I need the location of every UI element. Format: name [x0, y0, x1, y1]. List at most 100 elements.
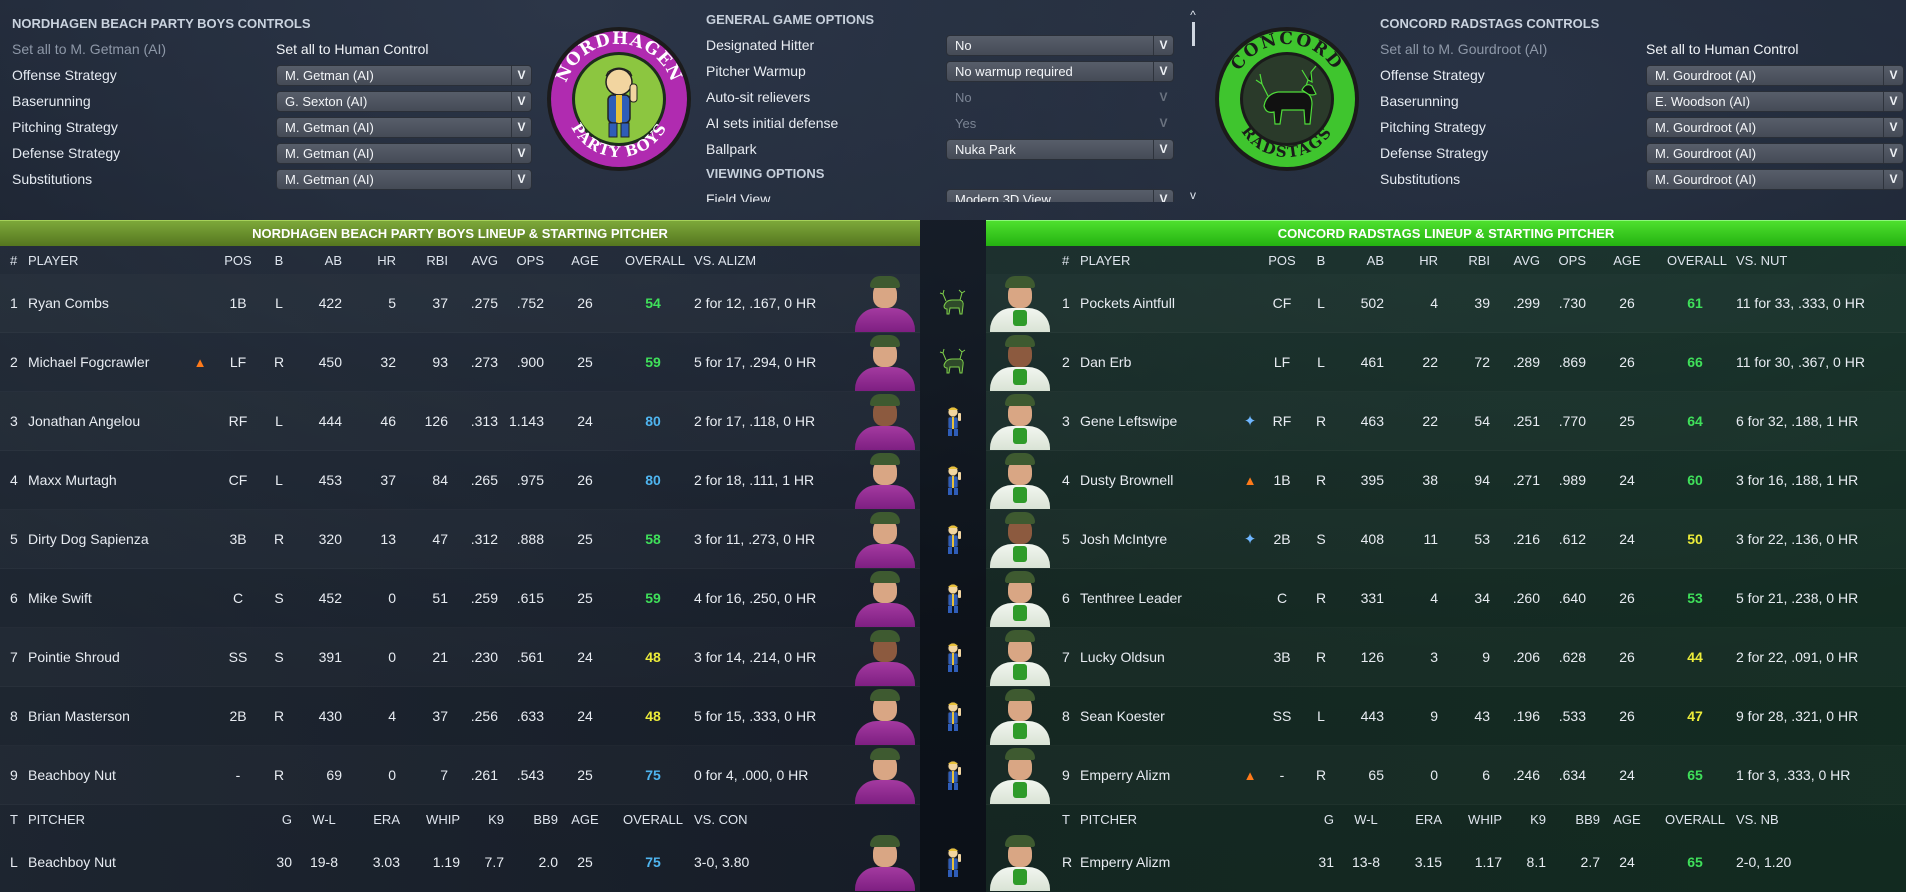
home-control-dropdown[interactable]: M. Getman (AI) V: [276, 116, 532, 138]
chevron-down-icon: V: [1153, 139, 1173, 159]
home-player-name[interactable]: Dirty Dog Sapienza: [28, 531, 149, 547]
away-player-b: L: [1317, 295, 1325, 311]
away-player-name[interactable]: Tenthree Leader: [1080, 590, 1182, 606]
away-pitcher-row[interactable]: R Emperry Alizm 31 13-8 3.15 1.17 8.1 2.7 24 65 2-…: [986, 833, 1906, 891]
away-player-row[interactable]: 8 Sean Koester SS L 443 9 43 .196 .533 26 47 9 for …: [986, 687, 1906, 746]
home-player-row[interactable]: 4 Maxx Murtagh CF L 453 37 84 .265 .975 26 80 2 for…: [0, 451, 920, 510]
home-control-label: Substitutions: [12, 171, 93, 187]
away-player-avg: .216: [1512, 531, 1540, 547]
home-player-name[interactable]: Pointie Shroud: [28, 649, 120, 665]
home-pitcher-name[interactable]: Beachboy Nut: [28, 854, 116, 870]
away-player-vs: 2 for 22, .091, 0 HR: [1736, 649, 1859, 665]
away-player-avg: .246: [1512, 767, 1540, 783]
field-view-dropdown[interactable]: Modern 3D View V: [946, 188, 1174, 202]
away-player-vs: 9 for 28, .321, 0 HR: [1736, 708, 1859, 724]
home-player-num: 2: [10, 354, 18, 370]
away-control-row: Defense Strategy M. Gourdroot (AI) V: [1380, 140, 1906, 166]
home-player-name[interactable]: Mike Swift: [28, 590, 92, 606]
chevron-down-icon: V: [1153, 189, 1173, 202]
away-player-row[interactable]: 7 Lucky Oldsun 3B R 126 3 9 .206 .628 26 44 2 for 2…: [986, 628, 1906, 687]
away-player-name[interactable]: Josh McIntyre: [1080, 531, 1168, 547]
away-player-name[interactable]: Sean Koester: [1080, 708, 1165, 724]
scroll-thumb[interactable]: [1191, 22, 1195, 46]
home-player-row[interactable]: 9 Beachboy Nut - R 69 0 7 .261 .543 25 75 0 for 4, …: [0, 746, 920, 805]
home-player-name[interactable]: Michael Fogcrawler: [28, 354, 150, 370]
away-player-row[interactable]: 9 Emperry Alizm - R 65 0 6 .246 .634 24 65 1 for 3,…: [986, 746, 1906, 805]
general-option-dropdown[interactable]: No V: [946, 34, 1174, 56]
home-player-ab: 452: [318, 590, 342, 606]
home-player-row[interactable]: 1 Ryan Combs 1B L 422 5 37 .275 .752 26 54 2 for 12…: [0, 274, 920, 333]
home-player-pos: 1B: [229, 295, 247, 311]
away-control-dropdown[interactable]: E. Woodson (AI) V: [1646, 90, 1904, 112]
away-player-hr: 38: [1422, 472, 1438, 488]
home-player-name[interactable]: Ryan Combs: [28, 295, 109, 311]
away-player-row[interactable]: 5 Josh McIntyre 2B S 408 11 53 .216 .612 24 50 3 fo…: [986, 510, 1906, 569]
away-player-row[interactable]: 2 Dan Erb LF L 461 22 72 .289 .869 26 66 11 for 30,…: [986, 333, 1906, 392]
home-player-row[interactable]: 8 Brian Masterson 2B R 430 4 37 .256 .633 24 48 5 f…: [0, 687, 920, 746]
home-player-ovr: 48: [645, 649, 661, 665]
home-player-row[interactable]: 5 Dirty Dog Sapienza 3B R 320 13 47 .312 .888 25 5…: [0, 510, 920, 569]
home-player-age: 24: [577, 708, 593, 724]
away-player-row[interactable]: 4 Dusty Brownell 1B R 395 38 94 .271 .989 24 60 3 f…: [986, 451, 1906, 510]
general-option-row: AI sets initial defense Yes V: [706, 110, 1210, 136]
away-set-all-human-button[interactable]: Set all to Human Control: [1646, 41, 1799, 57]
home-player-pos: LF: [229, 354, 247, 370]
home-player-ops: .561: [516, 649, 544, 665]
away-player-row[interactable]: 1 Pockets Aintfull CF L 502 4 39 .299 .730 26 61 11…: [986, 274, 1906, 333]
home-player-num: 5: [10, 531, 18, 547]
scroll-up-icon[interactable]: ^: [1190, 8, 1196, 22]
home-lineup-title: NORDHAGEN BEACH PARTY BOYS LINEUP & STAR…: [0, 220, 920, 246]
away-header-ops: OPS: [1558, 252, 1586, 268]
home-set-all-human-button[interactable]: Set all to Human Control: [276, 41, 429, 57]
player-portrait: [990, 453, 1050, 509]
scroll-down-icon[interactable]: v: [1190, 188, 1196, 202]
away-player-name[interactable]: Dan Erb: [1080, 354, 1132, 370]
away-player-ab: 443: [1360, 708, 1384, 724]
away-player-name[interactable]: Emperry Alizm: [1080, 767, 1171, 783]
home-player-name[interactable]: Beachboy Nut: [28, 767, 116, 783]
away-player-b: R: [1315, 590, 1327, 606]
home-player-row[interactable]: 2 Michael Fogcrawler LF R 450 32 93 .273 .900 25 5…: [0, 333, 920, 392]
away-player-ab: 65: [1368, 767, 1384, 783]
away-player-ab: 331: [1360, 590, 1384, 606]
home-player-row[interactable]: 6 Mike Swift C S 452 0 51 .259 .615 25 59 4 for 16,…: [0, 569, 920, 628]
away-player-row[interactable]: 6 Tenthree Leader C R 331 4 34 .260 .640 26 53 5 fo…: [986, 569, 1906, 628]
home-header-ab: AB: [324, 252, 342, 268]
away-control-dropdown[interactable]: M. Gourdroot (AI) V: [1646, 116, 1904, 138]
away-pitcher-k9: 8.1: [1526, 854, 1546, 870]
away-control-dropdown[interactable]: M. Gourdroot (AI) V: [1646, 142, 1904, 164]
away-player-name[interactable]: Dusty Brownell: [1080, 472, 1174, 488]
home-pitcher-row[interactable]: L Beachboy Nut 30 19-8 3.03 1.19 7.7 2.0 25 75 3-0…: [0, 833, 920, 891]
away-player-name[interactable]: Pockets Aintfull: [1080, 295, 1175, 311]
home-control-dropdown[interactable]: M. Getman (AI) V: [276, 168, 532, 190]
away-player-row[interactable]: 3 Gene Leftswipe RF R 463 22 54 .251 .770 25 64 6 f…: [986, 392, 1906, 451]
general-options-scrollbar[interactable]: ^ v: [1186, 8, 1200, 202]
home-control-dropdown[interactable]: G. Sexton (AI) V: [276, 90, 532, 112]
away-player-name[interactable]: Gene Leftswipe: [1080, 413, 1178, 429]
home-control-dropdown[interactable]: M. Getman (AI) V: [276, 142, 532, 164]
away-control-dropdown[interactable]: M. Gourdroot (AI) V: [1646, 64, 1904, 86]
home-pitcher-era: 3.03: [372, 854, 400, 870]
home-player-name[interactable]: Maxx Murtagh: [28, 472, 117, 488]
home-player-name[interactable]: Jonathan Angelou: [28, 413, 141, 429]
home-player-row[interactable]: 7 Pointie Shroud SS S 391 0 21.230.561 24 48 3 fo…: [0, 628, 920, 687]
away-player-num: 7: [1062, 649, 1070, 665]
home-set-all-ai-button[interactable]: Set all to M. Getman (AI): [12, 41, 167, 57]
away-pitcher-g: 31: [1318, 854, 1334, 870]
away-player-ops: .612: [1558, 531, 1586, 547]
home-player-row[interactable]: 3 Jonathan Angelou RF L 444 46 126 .313 1.143 24 8…: [0, 392, 920, 451]
away-pitcher-header-whip: WHIP: [1468, 811, 1502, 827]
away-pitcher-name[interactable]: Emperry Alizm: [1080, 854, 1171, 870]
home-player-ops: .900: [516, 354, 544, 370]
away-control-dropdown[interactable]: M. Gourdroot (AI) V: [1646, 168, 1904, 190]
away-set-all-ai-button[interactable]: Set all to M. Gourdroot (AI): [1380, 41, 1548, 57]
away-player-name[interactable]: Lucky Oldsun: [1080, 649, 1165, 665]
home-control-dropdown[interactable]: M. Getman (AI) V: [276, 64, 532, 86]
player-portrait: [855, 689, 915, 745]
general-option-label: AI sets initial defense: [706, 115, 839, 131]
general-option-dropdown[interactable]: No warmup required V: [946, 60, 1174, 82]
away-player-ops: .640: [1558, 590, 1586, 606]
home-player-b: R: [273, 354, 285, 370]
home-player-name[interactable]: Brian Masterson: [28, 708, 130, 724]
general-option-dropdown[interactable]: Nuka Park V: [946, 138, 1174, 160]
